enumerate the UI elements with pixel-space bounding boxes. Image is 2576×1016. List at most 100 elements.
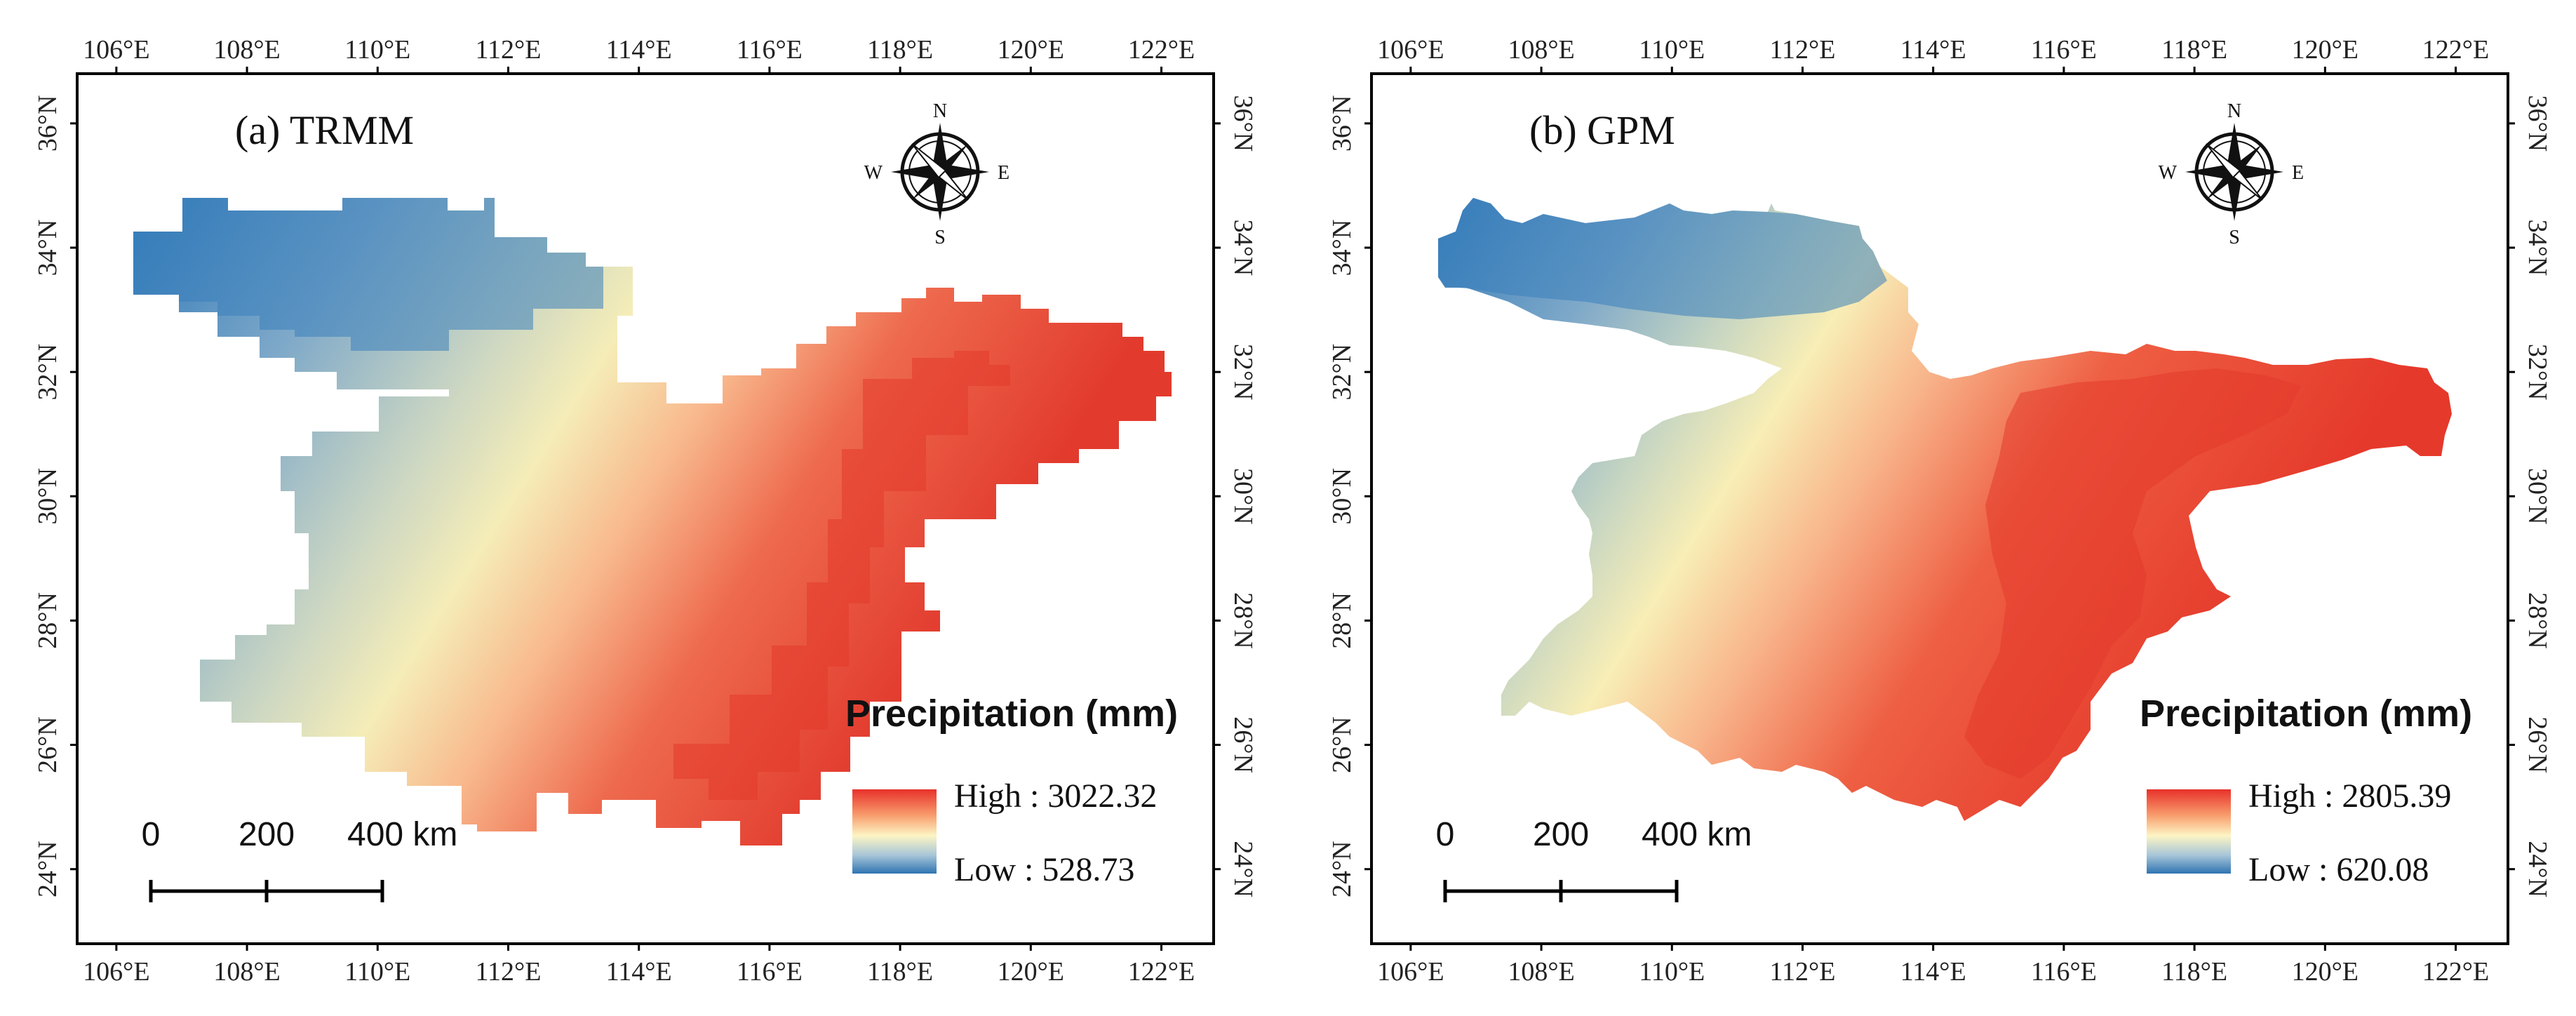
- lon-tick-label-top: 110°E: [1639, 35, 1705, 65]
- legend-low-label: Low : 620.08: [2248, 851, 2429, 888]
- lon-tick-label-top: 122°E: [2422, 35, 2489, 65]
- high-precip-zone: [1964, 368, 2301, 779]
- lon-tick-label-bottom: 108°E: [1508, 957, 1574, 987]
- lon-tick-label-top: 114°E: [606, 35, 672, 65]
- lat-tick-label-right: 30°N: [2523, 468, 2552, 525]
- lat-tick-label-left: 24°N: [33, 841, 62, 897]
- lon-tick-label-bottom: 110°E: [1639, 957, 1705, 987]
- scale-bar-label: 0: [142, 816, 161, 853]
- compass-label-n: N: [2227, 100, 2241, 122]
- legend-title: Precipitation (mm): [2140, 693, 2472, 735]
- lat-tick-label-left: 28°N: [33, 592, 62, 649]
- lon-tick-label-bottom: 118°E: [867, 957, 933, 987]
- legend-high-label: High : 2805.39: [2248, 777, 2451, 815]
- lat-tick-label-left: 32°N: [33, 344, 62, 401]
- lat-tick-label-left: 30°N: [1327, 468, 1357, 525]
- lat-tick-label-left: 24°N: [1327, 841, 1357, 897]
- lat-tick-label-right: 24°N: [2523, 841, 2552, 897]
- lon-tick-label-top: 106°E: [83, 35, 149, 65]
- legend-title: Precipitation (mm): [845, 693, 1178, 735]
- precipitation-field: [1438, 198, 2452, 821]
- legend-color-ramp: [852, 789, 937, 874]
- lon-tick-label-bottom: 106°E: [83, 957, 149, 987]
- low-precip-zone: [1438, 198, 1887, 319]
- scale-bar-label: 400 km: [347, 816, 457, 853]
- lat-tick-label-right: 34°N: [2523, 220, 2552, 276]
- compass-label-s: S: [934, 227, 946, 248]
- lat-tick-label-right: 26°N: [1228, 716, 1258, 773]
- high-precip-zone: [673, 351, 1010, 800]
- lon-tick-label-top: 108°E: [213, 35, 280, 65]
- compass-label-n: N: [933, 100, 947, 122]
- lon-tick-label-bottom: 120°E: [998, 957, 1064, 987]
- lon-tick-label-bottom: 114°E: [606, 957, 672, 987]
- lat-tick-label-left: 26°N: [33, 716, 62, 773]
- scale-bar-label: 400 km: [1642, 816, 1752, 853]
- compass-label-w: W: [864, 162, 883, 184]
- lat-tick-label-right: 28°N: [2523, 592, 2552, 649]
- lon-tick-label-top: 120°E: [2292, 35, 2359, 65]
- lon-tick-label-top: 116°E: [2031, 35, 2097, 65]
- panel-annotations-gpm: 106°E 106°E 108°E 108°E 110°E 110°E 112°E 112°E…: [1327, 35, 2552, 987]
- lat-tick-label-right: 32°N: [2523, 344, 2552, 401]
- lat-tick-label-right: 28°N: [1228, 592, 1258, 649]
- lon-tick-label-top: 120°E: [998, 35, 1064, 65]
- lon-tick-label-bottom: 116°E: [2031, 957, 2097, 987]
- lon-tick-label-top: 116°E: [737, 35, 803, 65]
- lon-tick-label-top: 110°E: [344, 35, 410, 65]
- panel-gpm: [1370, 72, 2509, 945]
- lon-tick-label-bottom: 114°E: [1900, 957, 1966, 987]
- lon-tick-label-bottom: 120°E: [2292, 957, 2359, 987]
- lon-tick-label-bottom: 116°E: [737, 957, 803, 987]
- lat-tick-label-left: 30°N: [33, 468, 62, 525]
- lon-tick-label-top: 118°E: [867, 35, 933, 65]
- compass-label-w: W: [2159, 162, 2178, 184]
- lon-tick-label-bottom: 122°E: [1128, 957, 1195, 987]
- legend-color-ramp: [2147, 789, 2231, 874]
- legend-high-label: High : 3022.32: [954, 777, 1157, 815]
- legend-low-label: Low : 528.73: [954, 851, 1134, 888]
- north-arrow-compass-icon: N S E W: [2159, 100, 2305, 248]
- lon-tick-label-top: 106°E: [1377, 35, 1444, 65]
- lat-tick-label-left: 36°N: [33, 95, 62, 152]
- scale-bar-label: 200: [239, 816, 295, 853]
- lon-tick-label-bottom: 108°E: [213, 957, 280, 987]
- compass-label-e: E: [998, 162, 1009, 184]
- lon-tick-label-bottom: 112°E: [475, 957, 541, 987]
- lat-tick-label-right: 24°N: [1228, 841, 1258, 897]
- panel-trmm: [76, 72, 1215, 945]
- panel-title: (b) GPM: [1529, 107, 1675, 153]
- compass-label-s: S: [2229, 227, 2240, 248]
- lon-tick-label-top: 118°E: [2161, 35, 2227, 65]
- panel-title: (a) TRMM: [235, 107, 414, 153]
- low-precip-zone: [133, 198, 603, 351]
- panel-annotations-trmm: 106°E 106°E 108°E 108°E 110°E 110°E 112°E 112°E…: [33, 35, 1258, 987]
- north-arrow-compass-icon: N S E W: [864, 100, 1010, 248]
- compass-label-e: E: [2292, 162, 2304, 184]
- lat-tick-label-right: 36°N: [1228, 95, 1258, 152]
- lat-tick-label-right: 32°N: [1228, 344, 1258, 401]
- lat-tick-label-left: 34°N: [33, 220, 62, 276]
- lon-tick-label-bottom: 122°E: [2422, 957, 2489, 987]
- scale-bar-label: 200: [1533, 816, 1589, 853]
- lon-tick-label-top: 112°E: [1769, 35, 1835, 65]
- scale-bar-label: 0: [1436, 816, 1455, 853]
- lon-tick-label-bottom: 110°E: [344, 957, 410, 987]
- lon-tick-label-top: 108°E: [1508, 35, 1574, 65]
- lon-tick-label-top: 122°E: [1128, 35, 1195, 65]
- lat-tick-label-right: 26°N: [2523, 716, 2552, 773]
- lat-tick-label-left: 28°N: [1327, 592, 1357, 649]
- annotations-layer: 106°E 106°E 108°E 108°E 110°E 110°E 112°E 112°E…: [33, 35, 2552, 987]
- lon-tick-label-bottom: 118°E: [2161, 957, 2227, 987]
- lon-tick-label-bottom: 106°E: [1377, 957, 1444, 987]
- lat-tick-label-left: 32°N: [1327, 344, 1357, 401]
- lat-tick-label-right: 36°N: [2523, 95, 2552, 152]
- lat-tick-label-left: 26°N: [1327, 716, 1357, 773]
- lat-tick-label-left: 36°N: [1327, 95, 1357, 152]
- lat-tick-label-right: 30°N: [1228, 468, 1258, 525]
- lon-tick-label-top: 114°E: [1900, 35, 1966, 65]
- lon-tick-label-bottom: 112°E: [1769, 957, 1835, 987]
- lat-tick-label-left: 34°N: [1327, 220, 1357, 276]
- lat-tick-label-right: 34°N: [1228, 220, 1258, 276]
